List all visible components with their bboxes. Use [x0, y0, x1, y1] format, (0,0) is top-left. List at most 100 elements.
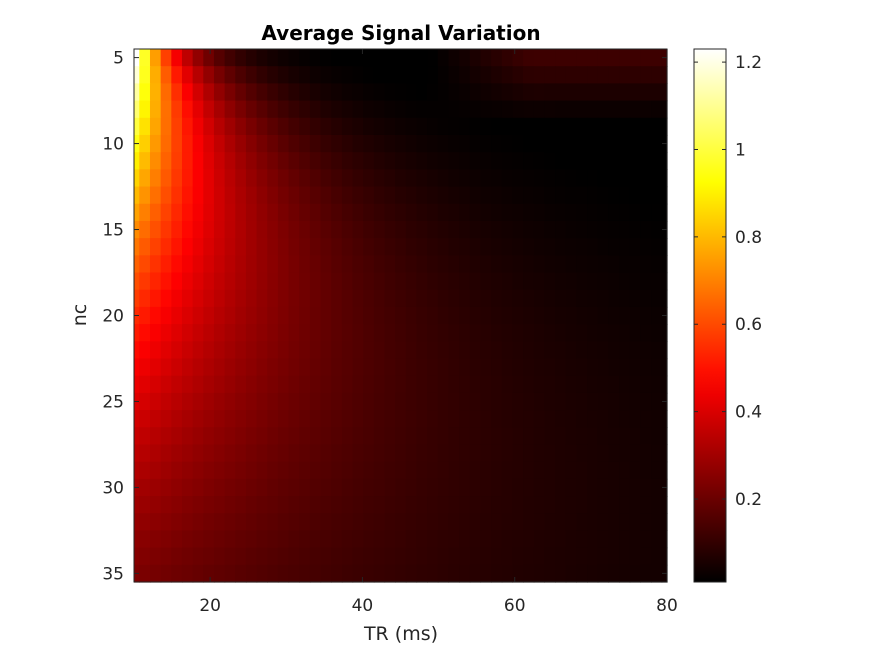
- heatmap-cell: [661, 66, 668, 84]
- colorbar-tick-label: 0.8: [735, 228, 762, 248]
- heatmap-cell: [395, 530, 407, 549]
- heatmap-cell: [448, 306, 460, 325]
- heatmap-cell: [139, 410, 151, 428]
- heatmap-cell: [469, 427, 482, 446]
- heatmap-cell: [245, 478, 258, 497]
- heatmap-cell: [501, 83, 514, 102]
- heatmap-cell: [181, 478, 194, 497]
- heatmap-cell: [134, 358, 140, 377]
- heatmap-cell: [384, 117, 396, 136]
- heatmap-cell: [437, 255, 450, 274]
- heatmap-cell: [384, 186, 396, 205]
- heatmap-cell: [235, 100, 247, 119]
- heatmap-cell: [533, 49, 546, 67]
- heatmap-cell: [267, 392, 279, 411]
- heatmap-cell: [139, 169, 151, 188]
- heatmap-cell: [395, 341, 407, 360]
- heatmap-cell: [352, 220, 364, 239]
- heatmap-cell: [331, 186, 343, 205]
- heatmap-cell: [597, 152, 609, 170]
- heatmap-cell: [373, 272, 386, 291]
- heatmap-cell: [171, 358, 183, 377]
- heatmap-cell: [384, 530, 396, 549]
- heatmap-cell: [427, 186, 439, 205]
- heatmap-cell: [565, 134, 577, 153]
- heatmap-cell: [405, 100, 418, 119]
- heatmap-cell: [619, 547, 631, 566]
- heatmap-cell: [651, 513, 663, 532]
- heatmap-cell: [469, 496, 482, 514]
- heatmap-cell: [267, 66, 279, 84]
- heatmap-cell: [469, 220, 482, 239]
- heatmap-cell: [416, 83, 428, 102]
- heatmap-cell: [149, 306, 162, 325]
- heatmap-cell: [235, 392, 247, 411]
- heatmap-cell: [427, 83, 439, 102]
- heatmap-cell: [491, 444, 503, 463]
- heatmap-cell: [533, 272, 546, 291]
- heatmap-cell: [533, 375, 546, 394]
- heatmap-cell: [533, 341, 546, 360]
- heatmap-cell: [544, 478, 556, 497]
- heatmap-cell: [651, 220, 663, 239]
- heatmap-cell: [661, 461, 668, 480]
- heatmap-cell: [331, 375, 343, 394]
- heatmap-cell: [160, 203, 172, 222]
- heatmap-cell: [619, 169, 631, 188]
- heatmap-cell: [469, 100, 482, 119]
- heatmap-cell: [523, 410, 535, 428]
- heatmap-cell: [245, 238, 258, 256]
- heatmap-cell: [213, 375, 226, 394]
- heatmap-cell: [160, 513, 172, 532]
- heatmap-cell: [235, 306, 247, 325]
- heatmap-cell: [277, 478, 290, 497]
- heatmap-cell: [523, 238, 535, 256]
- heatmap-cell: [608, 238, 620, 256]
- heatmap-cell: [469, 444, 482, 463]
- heatmap-cell: [448, 49, 460, 67]
- heatmap-cell: [363, 117, 375, 136]
- heatmap-cell: [160, 375, 172, 394]
- heatmap-cell: [576, 341, 588, 360]
- heatmap-cell: [320, 427, 332, 446]
- heatmap-cell: [608, 444, 620, 463]
- heatmap-cell: [139, 100, 151, 119]
- heatmap-cell: [139, 238, 151, 256]
- heatmap-cell: [277, 547, 290, 566]
- x-tick-label: 80: [656, 596, 678, 616]
- heatmap-cell: [224, 238, 236, 256]
- heatmap-cell: [576, 272, 588, 291]
- heatmap-cell: [469, 341, 482, 360]
- heatmap-cell: [555, 444, 567, 463]
- heatmap-cell: [171, 49, 183, 67]
- heatmap-cell: [309, 220, 322, 239]
- heatmap-cell: [661, 496, 668, 514]
- heatmap-cell: [320, 152, 332, 170]
- y-tick-label: 10: [102, 135, 124, 155]
- heatmap-cell: [277, 392, 290, 411]
- heatmap-cell: [171, 375, 183, 394]
- heatmap-cell: [512, 83, 524, 102]
- heatmap-cell: [224, 513, 236, 532]
- heatmap-cell: [245, 83, 258, 102]
- heatmap-cell: [181, 496, 194, 514]
- heatmap-cell: [651, 496, 663, 514]
- heatmap-cell: [491, 375, 503, 394]
- heatmap-cell: [427, 392, 439, 411]
- heatmap-cell: [213, 49, 226, 67]
- heatmap-cell: [224, 220, 236, 239]
- heatmap-cell: [352, 66, 364, 84]
- heatmap-cell: [373, 66, 386, 84]
- heatmap-cell: [480, 513, 492, 532]
- heatmap-cell: [341, 49, 354, 67]
- heatmap-cell: [320, 341, 332, 360]
- heatmap-cell: [640, 461, 652, 480]
- heatmap-cell: [203, 444, 215, 463]
- heatmap-cell: [480, 478, 492, 497]
- heatmap-cell: [640, 324, 652, 342]
- heatmap-cell: [309, 564, 322, 583]
- heatmap-cell: [619, 83, 631, 102]
- heatmap-cell: [544, 410, 556, 428]
- heatmap-cell: [363, 392, 375, 411]
- heatmap-cell: [395, 66, 407, 84]
